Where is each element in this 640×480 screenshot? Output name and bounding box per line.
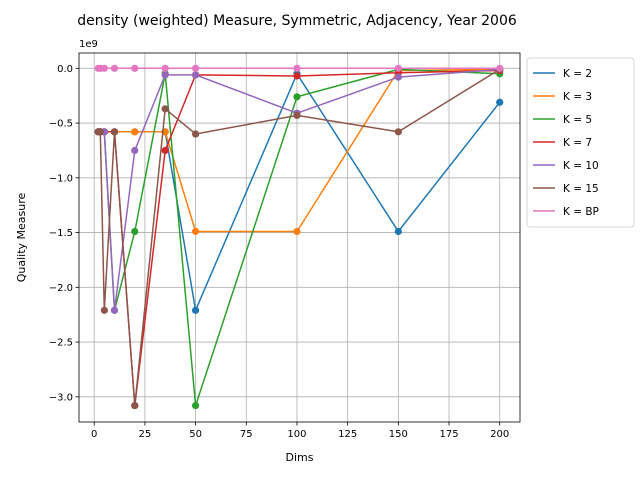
- data-point: [191, 306, 200, 314]
- y-tick-label: −2.5: [49, 338, 73, 349]
- legend-label: K = 3: [563, 91, 592, 103]
- data-point: [96, 128, 104, 136]
- x-tick-label: 0: [91, 429, 97, 440]
- series-line: [98, 68, 501, 406]
- data-point: [110, 128, 119, 136]
- y-tick-label: −1.5: [49, 228, 73, 239]
- legend-label: K = 7: [563, 137, 592, 149]
- data-point: [131, 227, 139, 236]
- legend-item: K = 10: [533, 160, 599, 172]
- data-point: [131, 64, 139, 72]
- data-point: [191, 227, 200, 236]
- x-tick-label: 75: [240, 429, 253, 440]
- data-point: [394, 73, 402, 81]
- x-tick-label: 175: [439, 429, 458, 440]
- data-point: [131, 401, 139, 410]
- data-point: [496, 98, 504, 106]
- data-point: [191, 401, 200, 410]
- y-axis-label: Quality Measure: [15, 192, 28, 282]
- x-tick-label: 125: [338, 429, 357, 440]
- data-point: [293, 111, 301, 120]
- x-tick-label: 200: [490, 429, 509, 440]
- legend-item: K = 5: [533, 114, 592, 126]
- legend-item: K = 2: [533, 68, 592, 80]
- data-point: [191, 130, 200, 138]
- data-point: [394, 227, 402, 236]
- data-point: [110, 306, 119, 314]
- legend-item: K = 7: [533, 137, 592, 149]
- legend-frame: [526, 57, 635, 228]
- data-point: [394, 128, 402, 136]
- data-point: [161, 71, 169, 79]
- data-point: [191, 64, 200, 72]
- legend-item: K = BP: [533, 206, 599, 218]
- legend-label: K = 5: [563, 114, 592, 126]
- x-tick-label: 25: [139, 429, 152, 440]
- legend-item: K = 15: [533, 183, 599, 195]
- y-tick-label: −3.0: [49, 392, 73, 403]
- ticks: 0 25 50 75 100 125 150 175 200 −3.0 −2.5 −2.0 −1.5 −1…: [49, 64, 510, 440]
- x-tick-label: 100: [287, 429, 306, 440]
- y-offset-label: 1e9: [79, 39, 98, 50]
- data-point: [100, 306, 108, 314]
- legend-label: K = BP: [563, 206, 599, 218]
- legend-label: K = 10: [563, 160, 599, 172]
- y-tick-label: −1.0: [49, 173, 73, 184]
- series-6: [94, 64, 504, 72]
- y-tick-label: −0.5: [49, 119, 73, 130]
- data-point: [293, 64, 301, 72]
- chart-title: density (weighted) Measure, Symmetric, A…: [77, 13, 517, 29]
- y-tick-label: −2.0: [49, 283, 73, 294]
- data-point: [496, 64, 504, 72]
- series-layer: [94, 64, 504, 410]
- data-point: [191, 71, 200, 79]
- legend-label: K = 2: [563, 68, 592, 80]
- legend: K = 2 K = 3 K = 5 K = 7 K = 10 K = 15 K = BP: [526, 57, 635, 228]
- y-tick-label: 0.0: [57, 64, 73, 75]
- data-point: [293, 227, 301, 236]
- data-point: [293, 72, 301, 80]
- data-point: [100, 64, 108, 72]
- data-point: [161, 105, 169, 113]
- x-tick-label: 150: [389, 429, 408, 440]
- data-point: [161, 146, 169, 155]
- legend-label: K = 15: [563, 183, 599, 195]
- x-tick-label: 50: [189, 429, 202, 440]
- data-point: [131, 146, 139, 155]
- data-point: [110, 64, 119, 72]
- plot-frame: [78, 52, 521, 423]
- data-point: [394, 64, 402, 72]
- x-axis-label: Dims: [286, 451, 314, 464]
- legend-item: K = 3: [533, 91, 592, 103]
- data-point: [293, 93, 301, 101]
- grid: [79, 53, 520, 422]
- data-point: [161, 64, 169, 72]
- data-point: [131, 128, 139, 136]
